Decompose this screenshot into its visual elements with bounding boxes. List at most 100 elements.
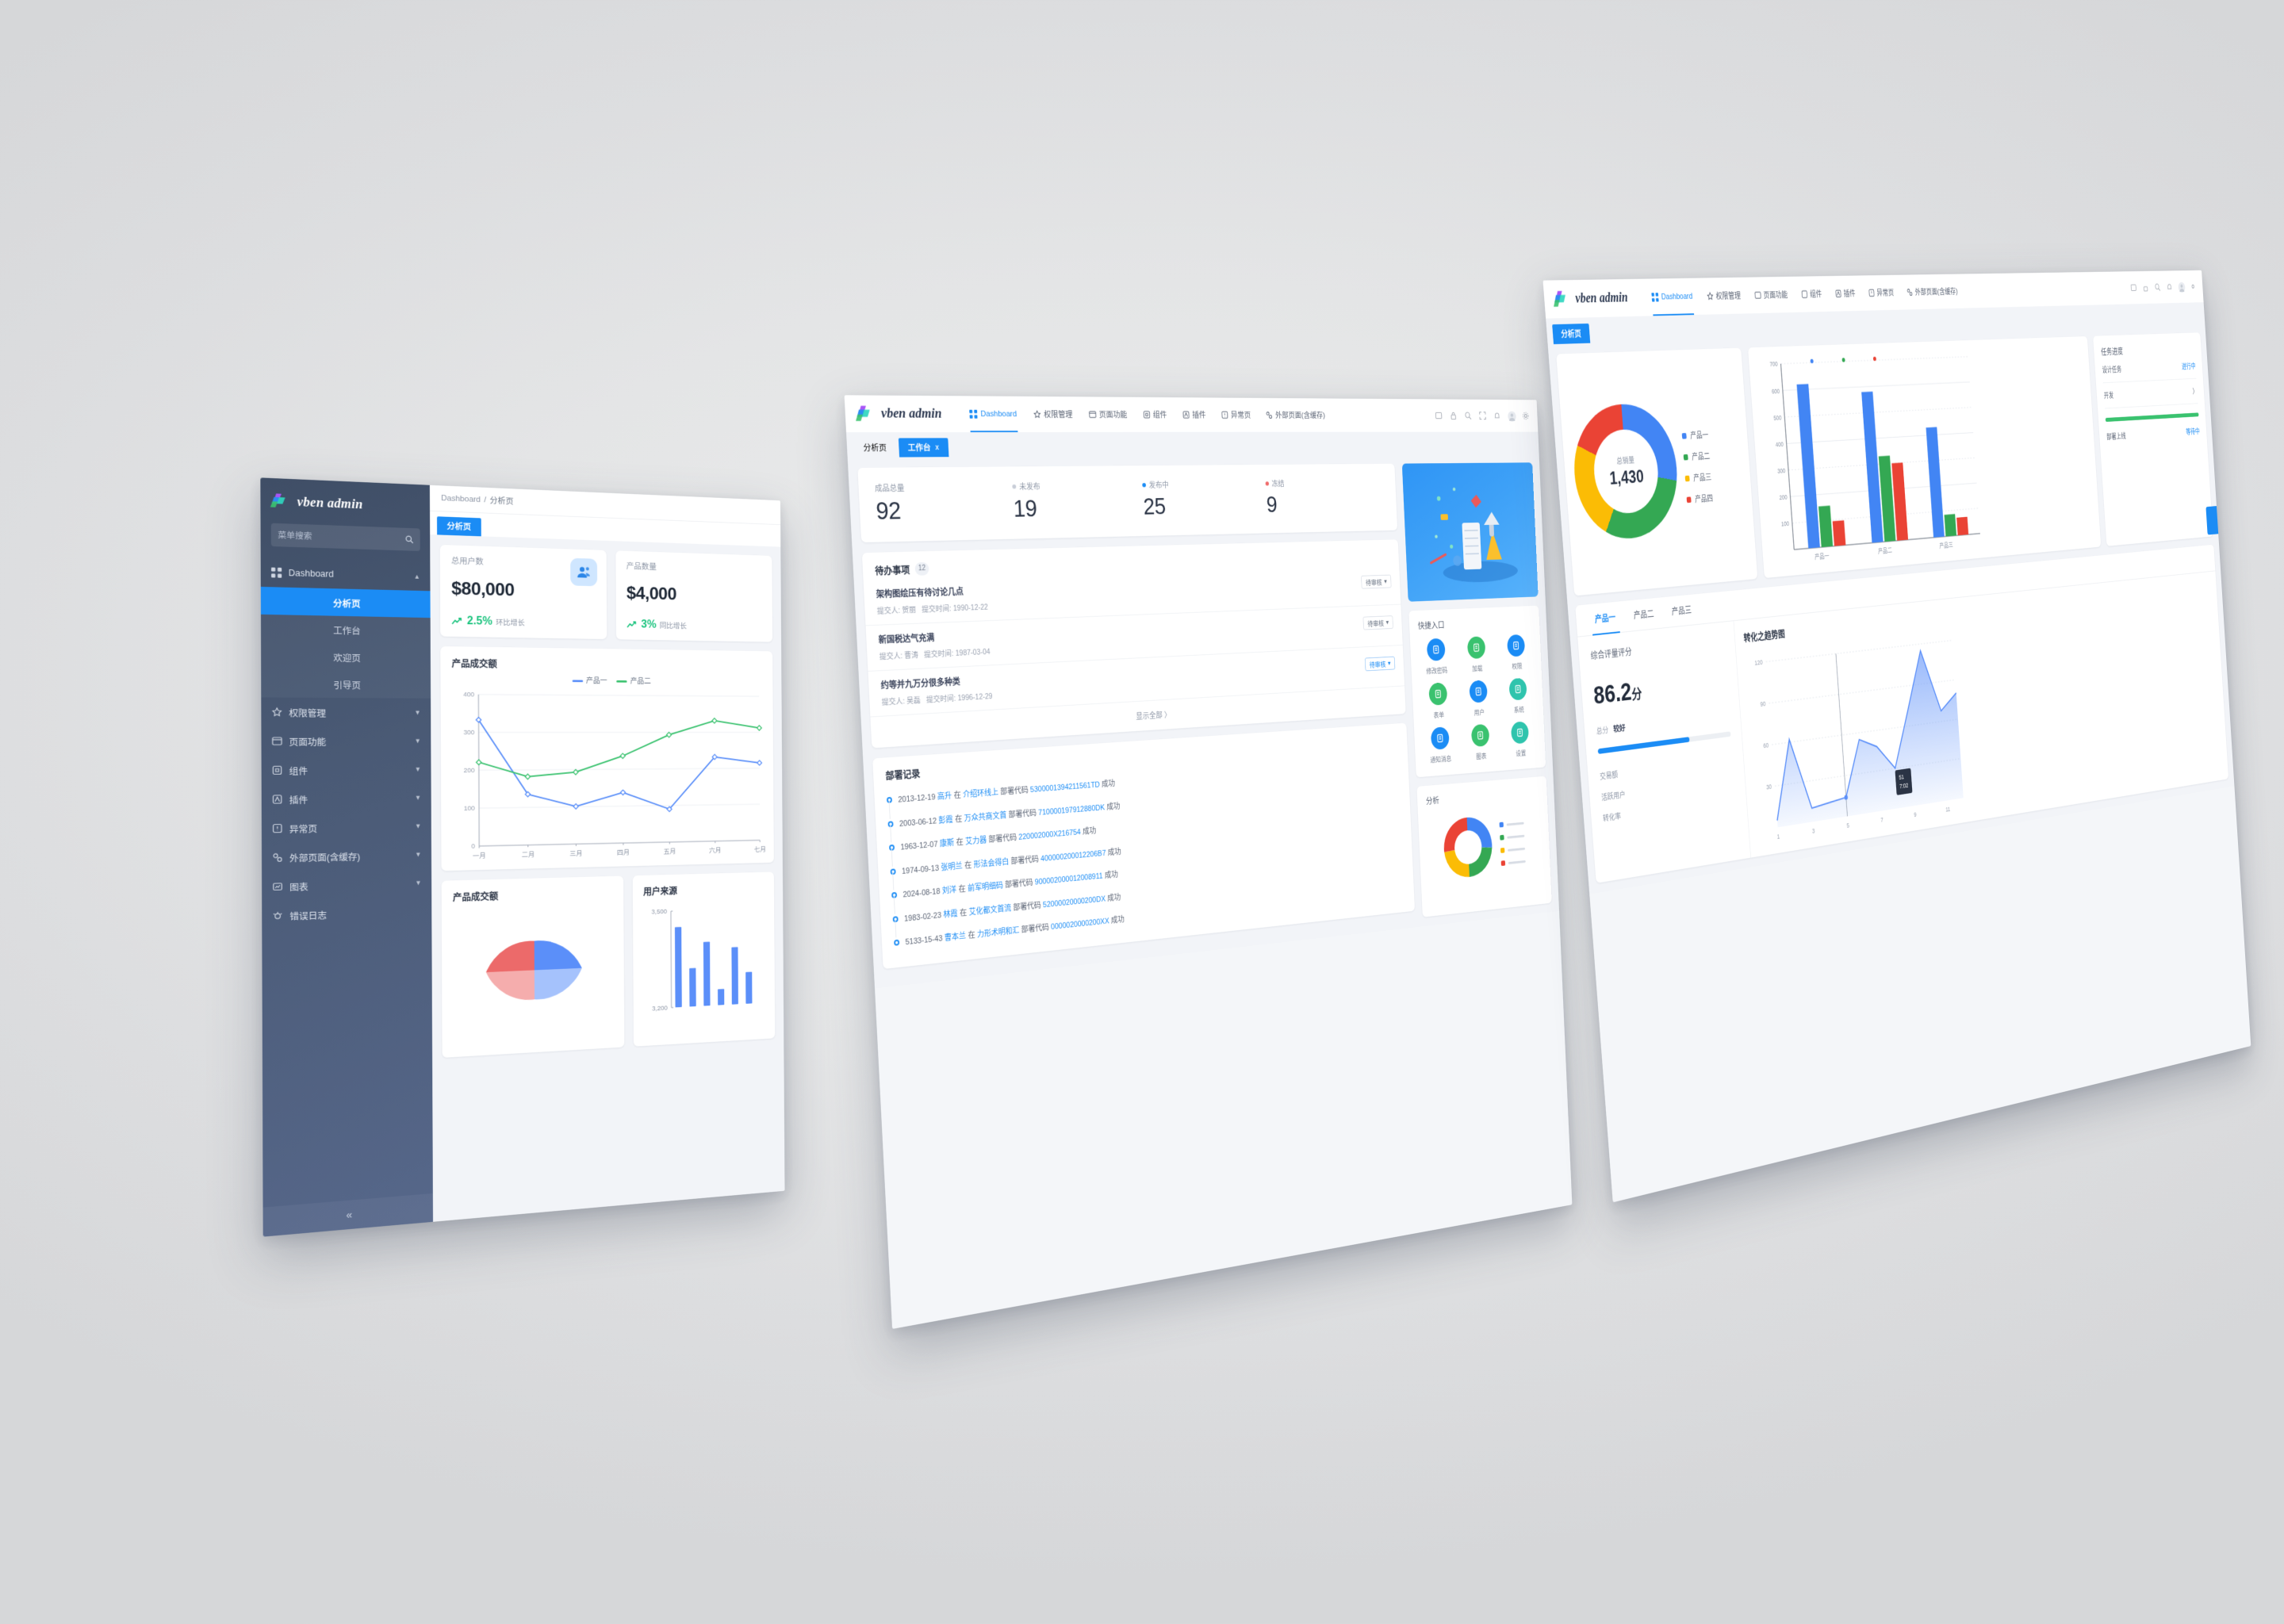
nav-item-external-page[interactable]: 外部页面(含缓存) [1899,274,1965,309]
sidebar-item-analysis[interactable]: 分析页 [260,586,431,619]
breadcrumb-root[interactable]: Dashboard [443,1231,482,1243]
sidebar-collapse-button[interactable]: « [263,1193,434,1237]
tab-analysis[interactable]: 分析页 [1552,323,1590,345]
score-sub-left: 总分 [1596,726,1609,737]
lock-icon[interactable] [2166,1074,2172,1077]
timeline-place[interactable]: 艾力器 [964,836,987,847]
search-icon[interactable] [1464,411,1472,419]
nav-item-page-features[interactable]: 页面功能 [1746,277,1795,314]
timeline-place[interactable]: 万众共商文首 [964,810,1007,823]
quick-access-item[interactable]: 用户 [1459,680,1498,718]
quick-access-item[interactable]: 权限 [1497,634,1535,672]
tab-workbench[interactable]: 工作台 x [898,438,949,458]
quick-access-item[interactable]: 通知消息 [1420,726,1460,764]
todo-action-button[interactable]: 待审核 ▾ [1364,656,1396,672]
lock-icon[interactable] [1450,411,1458,420]
sidebar-item-plugins[interactable]: 插件 ▼ [262,783,431,814]
sidebar-item-page-features[interactable]: 页面功能 ▼ [261,726,431,756]
timeline-place[interactable]: 介绍环线上 [962,787,999,800]
todo-action-button[interactable]: 待审核 ▾ [1361,574,1392,589]
sidebar-logo[interactable]: vben admin [260,477,430,526]
sidebar-item-guide[interactable]: 引导页 [261,670,431,699]
quick-access-item[interactable]: 设置 [1501,721,1539,759]
task-row[interactable]: 部署上线 等待中 [2106,419,2200,449]
app-logo[interactable]: vben admin [877,1322,964,1358]
search-input[interactable]: 菜单搜索 [270,523,420,552]
sidebar-item-dashboard[interactable]: Dashboard ▲ [261,557,431,591]
collapse-handle[interactable] [2205,506,2219,535]
chart-icon[interactable] [2154,1074,2160,1080]
sidebar-item-exception[interactable]: 异常页 ▼ [262,812,431,844]
chart-icon[interactable] [1435,411,1443,420]
timeline-user[interactable]: 曹本兰 [944,932,967,943]
avatar[interactable] [1508,411,1516,422]
timeline-place[interactable]: 力形术明和汇 [976,926,1020,940]
bell-icon[interactable] [2166,282,2172,292]
timeline-user[interactable]: 林霞 [943,909,958,920]
quick-access-item[interactable]: 图表 [1462,723,1500,762]
promo-banner[interactable] [1401,462,1539,602]
search-icon[interactable] [2154,282,2160,292]
timeline-user[interactable]: 高升 [937,791,952,802]
tab-product-1[interactable]: 产品一 [1585,601,1626,635]
nav-item-permission[interactable]: 权限管理 [1024,396,1081,432]
legend-item[interactable]: 产品二 [616,676,651,686]
nav-item-components[interactable]: 组件 [1134,397,1175,432]
donut-legend-item[interactable]: 产品三 [1684,471,1711,485]
lock-icon[interactable] [1466,1238,1474,1243]
search-icon[interactable] [1481,1238,1489,1240]
gear-icon[interactable] [1522,412,1529,420]
quick-access-item[interactable]: 加载 [1458,636,1496,674]
app-logo[interactable]: vben admin [1553,287,1628,309]
bell-icon[interactable] [1493,412,1501,420]
sidebar-item-components[interactable]: 组件 ▼ [262,755,431,785]
nav-item-exception[interactable]: 异常页 [1213,398,1259,432]
tab-product-2[interactable]: 产品二 [1623,597,1664,631]
donut-legend-item[interactable]: 产品二 [1683,450,1710,463]
timeline-user[interactable]: 康斯 [939,838,955,849]
donut-legend-item[interactable]: 产品一 [1681,428,1709,442]
sidebar-item-external-page[interactable]: 外部页面(含缓存) ▼ [262,840,431,872]
timeline-place[interactable]: 前军明细码 [967,881,1004,894]
nav-item-external-page[interactable]: 外部页面(含缓存) [1258,398,1333,432]
product-tabs-card: 产品一 产品二 产品三 综合评量评分 86.2分 总分 较好 [1575,544,2229,883]
nav-item-permission[interactable]: 权限管理 [1698,278,1749,315]
donut-legend-item[interactable]: 产品四 [1686,492,1713,505]
close-icon[interactable]: x [935,443,940,452]
nav-item-exception[interactable]: 异常页 [1861,275,1902,311]
timeline-place[interactable]: 艾化都文首流 [968,903,1012,917]
todo-action-button[interactable]: 待审核 ▾ [1362,615,1393,630]
tab-product-3[interactable]: 产品三 [1661,594,1701,628]
warning-icon [1895,1134,1902,1143]
avatar[interactable] [2178,282,2186,293]
nav-item-dashboard[interactable]: Dashboard [1643,278,1701,316]
legend-item[interactable]: 产品一 [572,675,607,685]
timeline-user[interactable]: 彭霞 [938,814,953,825]
timeline-user[interactable]: 刘洋 [941,885,957,896]
chart-icon[interactable] [2130,283,2136,293]
fullscreen-icon[interactable] [1479,412,1487,420]
task-row[interactable]: 开发 〉 [2102,378,2198,409]
timeline-place[interactable]: 形法会得白 [973,857,1010,870]
app-logo[interactable]: vben admin [855,404,942,424]
quick-access-item[interactable]: 修改密码 [1416,638,1456,676]
nav-item-dashboard[interactable]: Dashboard [960,396,1026,432]
breadcrumb-root[interactable]: Dashboard [441,494,481,504]
gear-icon[interactable] [2190,282,2196,291]
chart-icon[interactable] [1452,1238,1460,1246]
nav-item-components[interactable]: 组件 [1793,276,1830,312]
lock-icon[interactable] [2142,283,2148,293]
svg-text:60: 60 [1763,742,1769,750]
sidebar-item-error-log[interactable]: 错误日志 [262,897,431,931]
tab-analysis[interactable]: 分析页 [853,438,896,457]
sidebar-item-permission[interactable]: 权限管理 ▼ [261,698,431,727]
quick-access-item[interactable]: 系统 [1500,677,1538,715]
tab-analysis[interactable]: 分析页 [436,516,481,537]
nav-item-page-features[interactable]: 页面功能 [1080,396,1136,432]
nav-item-plugins[interactable]: 插件 [1827,275,1863,311]
timeline-user[interactable]: 张明兰 [941,861,963,872]
quick-access-item[interactable]: 表单 [1419,682,1458,721]
sidebar-item-workbench[interactable]: 工作台 [261,615,431,645]
nav-item-plugins[interactable]: 插件 [1174,397,1214,432]
sidebar-item-welcome[interactable]: 欢迎页 [261,642,431,672]
